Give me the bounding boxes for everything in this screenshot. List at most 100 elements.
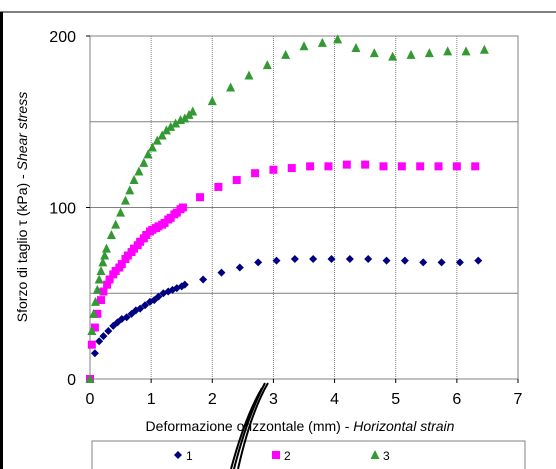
data-point-s1-2 <box>95 337 104 346</box>
data-point-s3-0 <box>85 374 95 383</box>
data-point-s3-13 <box>120 195 130 205</box>
x-tick-label-2: 2 <box>208 391 217 408</box>
axis-ticks: 0 1 2 3 4 5 6 7 0 100 200 <box>49 29 522 408</box>
data-point-s1-8 <box>122 313 131 322</box>
legend: 1 2 3 <box>91 440 526 469</box>
y-axis-label: Sforzo di taglio τ (kPa) - Shear stress <box>14 92 30 322</box>
data-point-s3-23 <box>166 121 176 131</box>
legend-box <box>91 440 526 469</box>
data-point-s2-11 <box>117 260 126 269</box>
data-point-s3-38 <box>369 48 379 58</box>
data-point-s2-37 <box>287 164 296 173</box>
data-point-s1-34 <box>419 258 428 267</box>
data-point-s1-36 <box>455 258 464 267</box>
data-point-s1-31 <box>364 254 373 263</box>
data-point-s1-12 <box>141 301 150 310</box>
data-point-s3-40 <box>406 49 416 59</box>
data-point-s3-24 <box>171 118 181 128</box>
data-point-s1-1 <box>90 349 99 358</box>
data-point-s3-9 <box>102 243 112 253</box>
data-point-s2-38 <box>306 162 315 171</box>
x-tick-label-4: 4 <box>330 391 339 408</box>
data-point-s3-18 <box>143 149 153 159</box>
data-point-s1-27 <box>290 254 299 263</box>
data-point-s2-40 <box>342 160 351 169</box>
data-point-s3-33 <box>281 49 291 59</box>
legend-marker-3 <box>370 450 380 459</box>
data-point-s3-16 <box>134 166 144 176</box>
data-point-s3-32 <box>262 60 272 70</box>
legend-marker-1 <box>174 451 182 459</box>
data-point-s3-37 <box>351 43 361 53</box>
data-point-s1-24 <box>235 263 244 272</box>
data-point-s1-28 <box>309 254 318 263</box>
data-point-s3-15 <box>129 175 139 185</box>
data-series <box>85 34 489 383</box>
data-point-s3-26 <box>180 113 190 123</box>
data-point-s3-7 <box>98 257 108 267</box>
data-point-s2-41 <box>361 160 370 169</box>
data-point-s1-21 <box>180 280 189 289</box>
data-point-s3-3 <box>91 296 101 306</box>
data-point-s1-3 <box>99 332 108 341</box>
data-point-s3-17 <box>139 157 149 167</box>
data-point-s3-10 <box>106 229 116 239</box>
data-point-s3-21 <box>157 130 167 140</box>
data-point-s3-43 <box>461 46 471 56</box>
y-tick-label-0: 0 <box>67 372 76 389</box>
data-point-s2-47 <box>471 162 480 171</box>
data-point-s3-8 <box>100 250 110 260</box>
data-point-s2-42 <box>379 162 388 171</box>
x-axis-label: Deformazione orizzontale (mm) - Horizont… <box>146 418 455 434</box>
data-point-s2-35 <box>251 169 260 178</box>
data-point-s2-32 <box>196 193 205 202</box>
data-point-s2-36 <box>269 165 278 174</box>
series-1 <box>86 254 483 383</box>
data-point-s1-30 <box>345 254 354 263</box>
data-point-s1-4 <box>104 326 113 335</box>
data-point-s1-33 <box>400 256 409 265</box>
data-point-s2-43 <box>397 162 406 171</box>
x-tick-label-6: 6 <box>452 391 461 408</box>
series-3 <box>85 34 489 383</box>
data-point-s2-33 <box>214 182 223 191</box>
data-point-s3-28 <box>188 106 198 116</box>
data-point-s2-39 <box>324 162 333 171</box>
y-tick-label-1: 100 <box>49 201 76 218</box>
data-point-s2-6 <box>103 280 112 289</box>
data-point-s3-22 <box>161 125 171 135</box>
data-point-s2-31 <box>178 203 187 212</box>
data-point-s3-14 <box>125 185 135 195</box>
data-point-s3-19 <box>147 142 157 152</box>
data-point-s1-32 <box>382 256 391 265</box>
legend-label-1: 1 <box>186 449 193 463</box>
data-point-s1-29 <box>327 254 336 263</box>
data-point-s3-41 <box>424 48 434 58</box>
data-point-s1-37 <box>474 256 483 265</box>
data-point-s3-34 <box>299 41 309 51</box>
data-point-s3-36 <box>333 34 343 44</box>
x-tick-label-7: 7 <box>514 391 523 408</box>
data-point-s1-35 <box>437 258 446 267</box>
data-point-s3-20 <box>152 135 162 145</box>
data-point-s2-45 <box>434 162 443 171</box>
data-point-s3-30 <box>226 82 236 92</box>
data-point-s1-26 <box>272 256 281 265</box>
data-point-s3-12 <box>116 207 126 217</box>
data-point-s3-2 <box>89 308 99 318</box>
data-point-s1-11 <box>136 304 145 313</box>
x-tick-label-0: 0 <box>86 391 95 408</box>
legend-label-3: 3 <box>383 449 390 463</box>
data-point-s3-5 <box>94 274 104 284</box>
x-tick-label-5: 5 <box>391 391 400 408</box>
legend-marker-2 <box>272 451 280 459</box>
data-point-s2-4 <box>97 296 106 305</box>
series-2 <box>86 160 480 383</box>
data-point-s3-11 <box>111 219 121 229</box>
y-tick-label-2: 200 <box>49 29 76 46</box>
data-point-s3-39 <box>388 51 398 61</box>
x-tick-label-1: 1 <box>147 391 156 408</box>
data-point-s1-22 <box>199 275 208 284</box>
data-point-s2-3 <box>93 309 102 318</box>
